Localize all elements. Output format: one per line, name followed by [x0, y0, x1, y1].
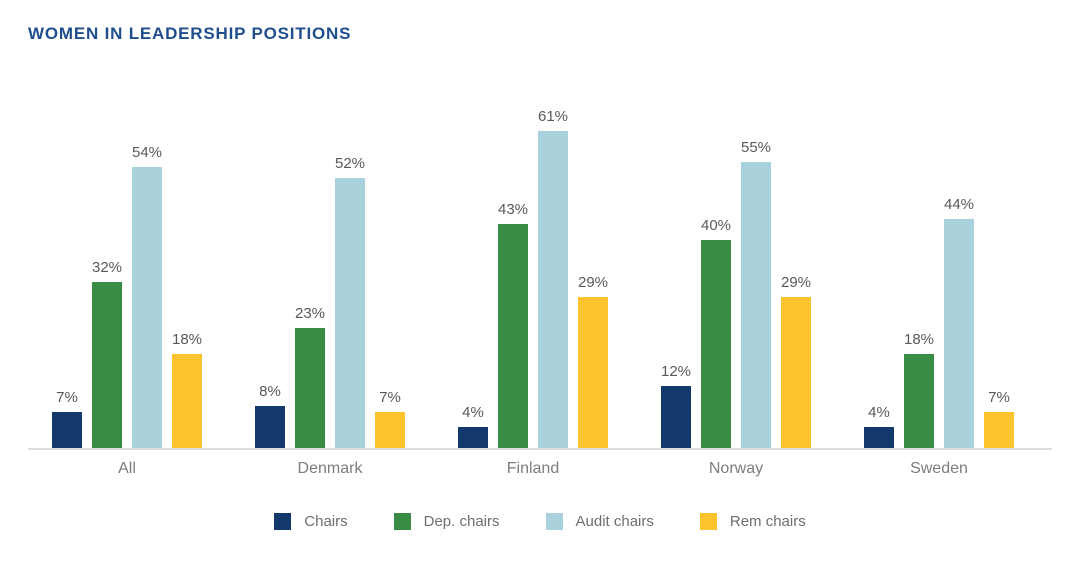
- bar-chairs: [52, 412, 82, 448]
- bar-wrap: 40%: [701, 217, 731, 448]
- bar-group-denmark: 8% 23% 52% 7%: [255, 155, 405, 448]
- legend-swatch-icon: [274, 513, 292, 530]
- bar-value-label: 29%: [577, 274, 609, 291]
- bar-value-label: 18%: [903, 331, 935, 348]
- bar-value-label: 8%: [259, 383, 281, 400]
- bar-group-finland: 4% 43% 61% 29%: [458, 108, 608, 448]
- bar-wrap: 54%: [132, 144, 162, 448]
- bar-dep-chairs: [92, 282, 122, 448]
- bar-wrap: 7%: [984, 389, 1014, 448]
- bar-value-label: 54%: [131, 144, 163, 161]
- bar-wrap: 7%: [375, 389, 405, 448]
- bar-wrap: 18%: [172, 331, 202, 448]
- category-label-sweden: Sweden: [910, 460, 968, 477]
- bar-rem-chairs: [984, 412, 1014, 448]
- legend-swatch-icon: [545, 513, 563, 530]
- bar-wrap: 7%: [52, 389, 82, 448]
- bar-chairs: [661, 386, 691, 448]
- bar-chairs: [255, 406, 285, 448]
- bar-value-label: 40%: [700, 217, 732, 234]
- bar-wrap: 32%: [92, 259, 122, 448]
- legend-item-dep-chairs: Dep. chairs: [393, 513, 500, 530]
- legend-item-rem-chairs: Rem chairs: [699, 513, 806, 530]
- bar-audit-chairs: [335, 178, 365, 448]
- bar-wrap: 61%: [538, 108, 568, 448]
- category-label-all: All: [118, 460, 136, 477]
- bar-dep-chairs: [498, 224, 528, 448]
- bar-value-label: 4%: [868, 404, 890, 421]
- bar-value-label: 32%: [91, 259, 123, 276]
- bar-wrap: 8%: [255, 383, 285, 448]
- bar-wrap: 12%: [661, 363, 691, 448]
- bar-wrap: 4%: [864, 404, 894, 448]
- bar-value-label: 23%: [294, 305, 326, 322]
- bar-value-label: 7%: [379, 389, 401, 406]
- bar-chairs: [458, 427, 488, 448]
- bar-group-all: 7% 32% 54% 18%: [52, 144, 202, 448]
- bar-rem-chairs: [375, 412, 405, 448]
- bar-dep-chairs: [295, 328, 325, 448]
- bar-value-label: 55%: [740, 139, 772, 156]
- legend-label: Audit chairs: [575, 513, 654, 530]
- bar-groups: 7% 32% 54% 18% 8% 23% 52% 7% 4% 43% 61% 29% 12% 40% 55…: [52, 86, 1014, 448]
- legend-item-audit-chairs: Audit chairs: [545, 513, 654, 530]
- bar-wrap: 52%: [335, 155, 365, 448]
- bar-chairs: [864, 427, 894, 448]
- legend-item-chairs: Chairs: [274, 513, 348, 530]
- chart-legend: Chairs Dep. chairs Audit chairs Rem chairs: [0, 513, 1080, 530]
- bar-rem-chairs: [781, 297, 811, 448]
- bar-audit-chairs: [538, 131, 568, 448]
- bar-rem-chairs: [172, 354, 202, 448]
- bar-audit-chairs: [132, 167, 162, 448]
- bar-wrap: 4%: [458, 404, 488, 448]
- bar-value-label: 52%: [334, 155, 366, 172]
- bar-value-label: 12%: [660, 363, 692, 380]
- bar-wrap: 29%: [578, 274, 608, 448]
- bar-value-label: 7%: [56, 389, 78, 406]
- bar-wrap: 23%: [295, 305, 325, 448]
- category-label-denmark: Denmark: [297, 460, 363, 477]
- bar-value-label: 29%: [780, 274, 812, 291]
- bar-value-label: 18%: [171, 331, 203, 348]
- bar-audit-chairs: [944, 219, 974, 448]
- bar-wrap: 44%: [944, 196, 974, 448]
- bar-value-label: 7%: [988, 389, 1010, 406]
- bar-chart-plot-area: 7% 32% 54% 18% 8% 23% 52% 7% 4% 43% 61% 29% 12% 40% 55…: [52, 86, 1014, 448]
- bar-wrap: 55%: [741, 139, 771, 448]
- category-label-finland: Finland: [506, 460, 560, 477]
- bar-wrap: 29%: [781, 274, 811, 448]
- x-axis-line: [28, 448, 1052, 450]
- bar-value-label: 44%: [943, 196, 975, 213]
- bar-wrap: 43%: [498, 201, 528, 448]
- legend-label: Rem chairs: [729, 513, 806, 530]
- category-labels: All Denmark Finland Norway Sweden: [52, 460, 1014, 478]
- bar-value-label: 61%: [537, 108, 569, 125]
- legend-swatch-icon: [699, 513, 717, 530]
- bar-dep-chairs: [904, 354, 934, 448]
- bar-audit-chairs: [741, 162, 771, 448]
- bar-group-norway: 12% 40% 55% 29%: [661, 139, 811, 448]
- legend-label: Chairs: [304, 513, 348, 530]
- bar-value-label: 43%: [497, 201, 529, 218]
- bar-group-sweden: 4% 18% 44% 7%: [864, 196, 1014, 448]
- legend-swatch-icon: [393, 513, 411, 530]
- category-label-norway: Norway: [708, 460, 764, 477]
- legend-label: Dep. chairs: [423, 513, 500, 530]
- bar-dep-chairs: [701, 240, 731, 448]
- bar-rem-chairs: [578, 297, 608, 448]
- bar-wrap: 18%: [904, 331, 934, 448]
- chart-title: WOMEN IN LEADERSHIP POSITIONS: [28, 24, 352, 43]
- bar-value-label: 4%: [462, 404, 484, 421]
